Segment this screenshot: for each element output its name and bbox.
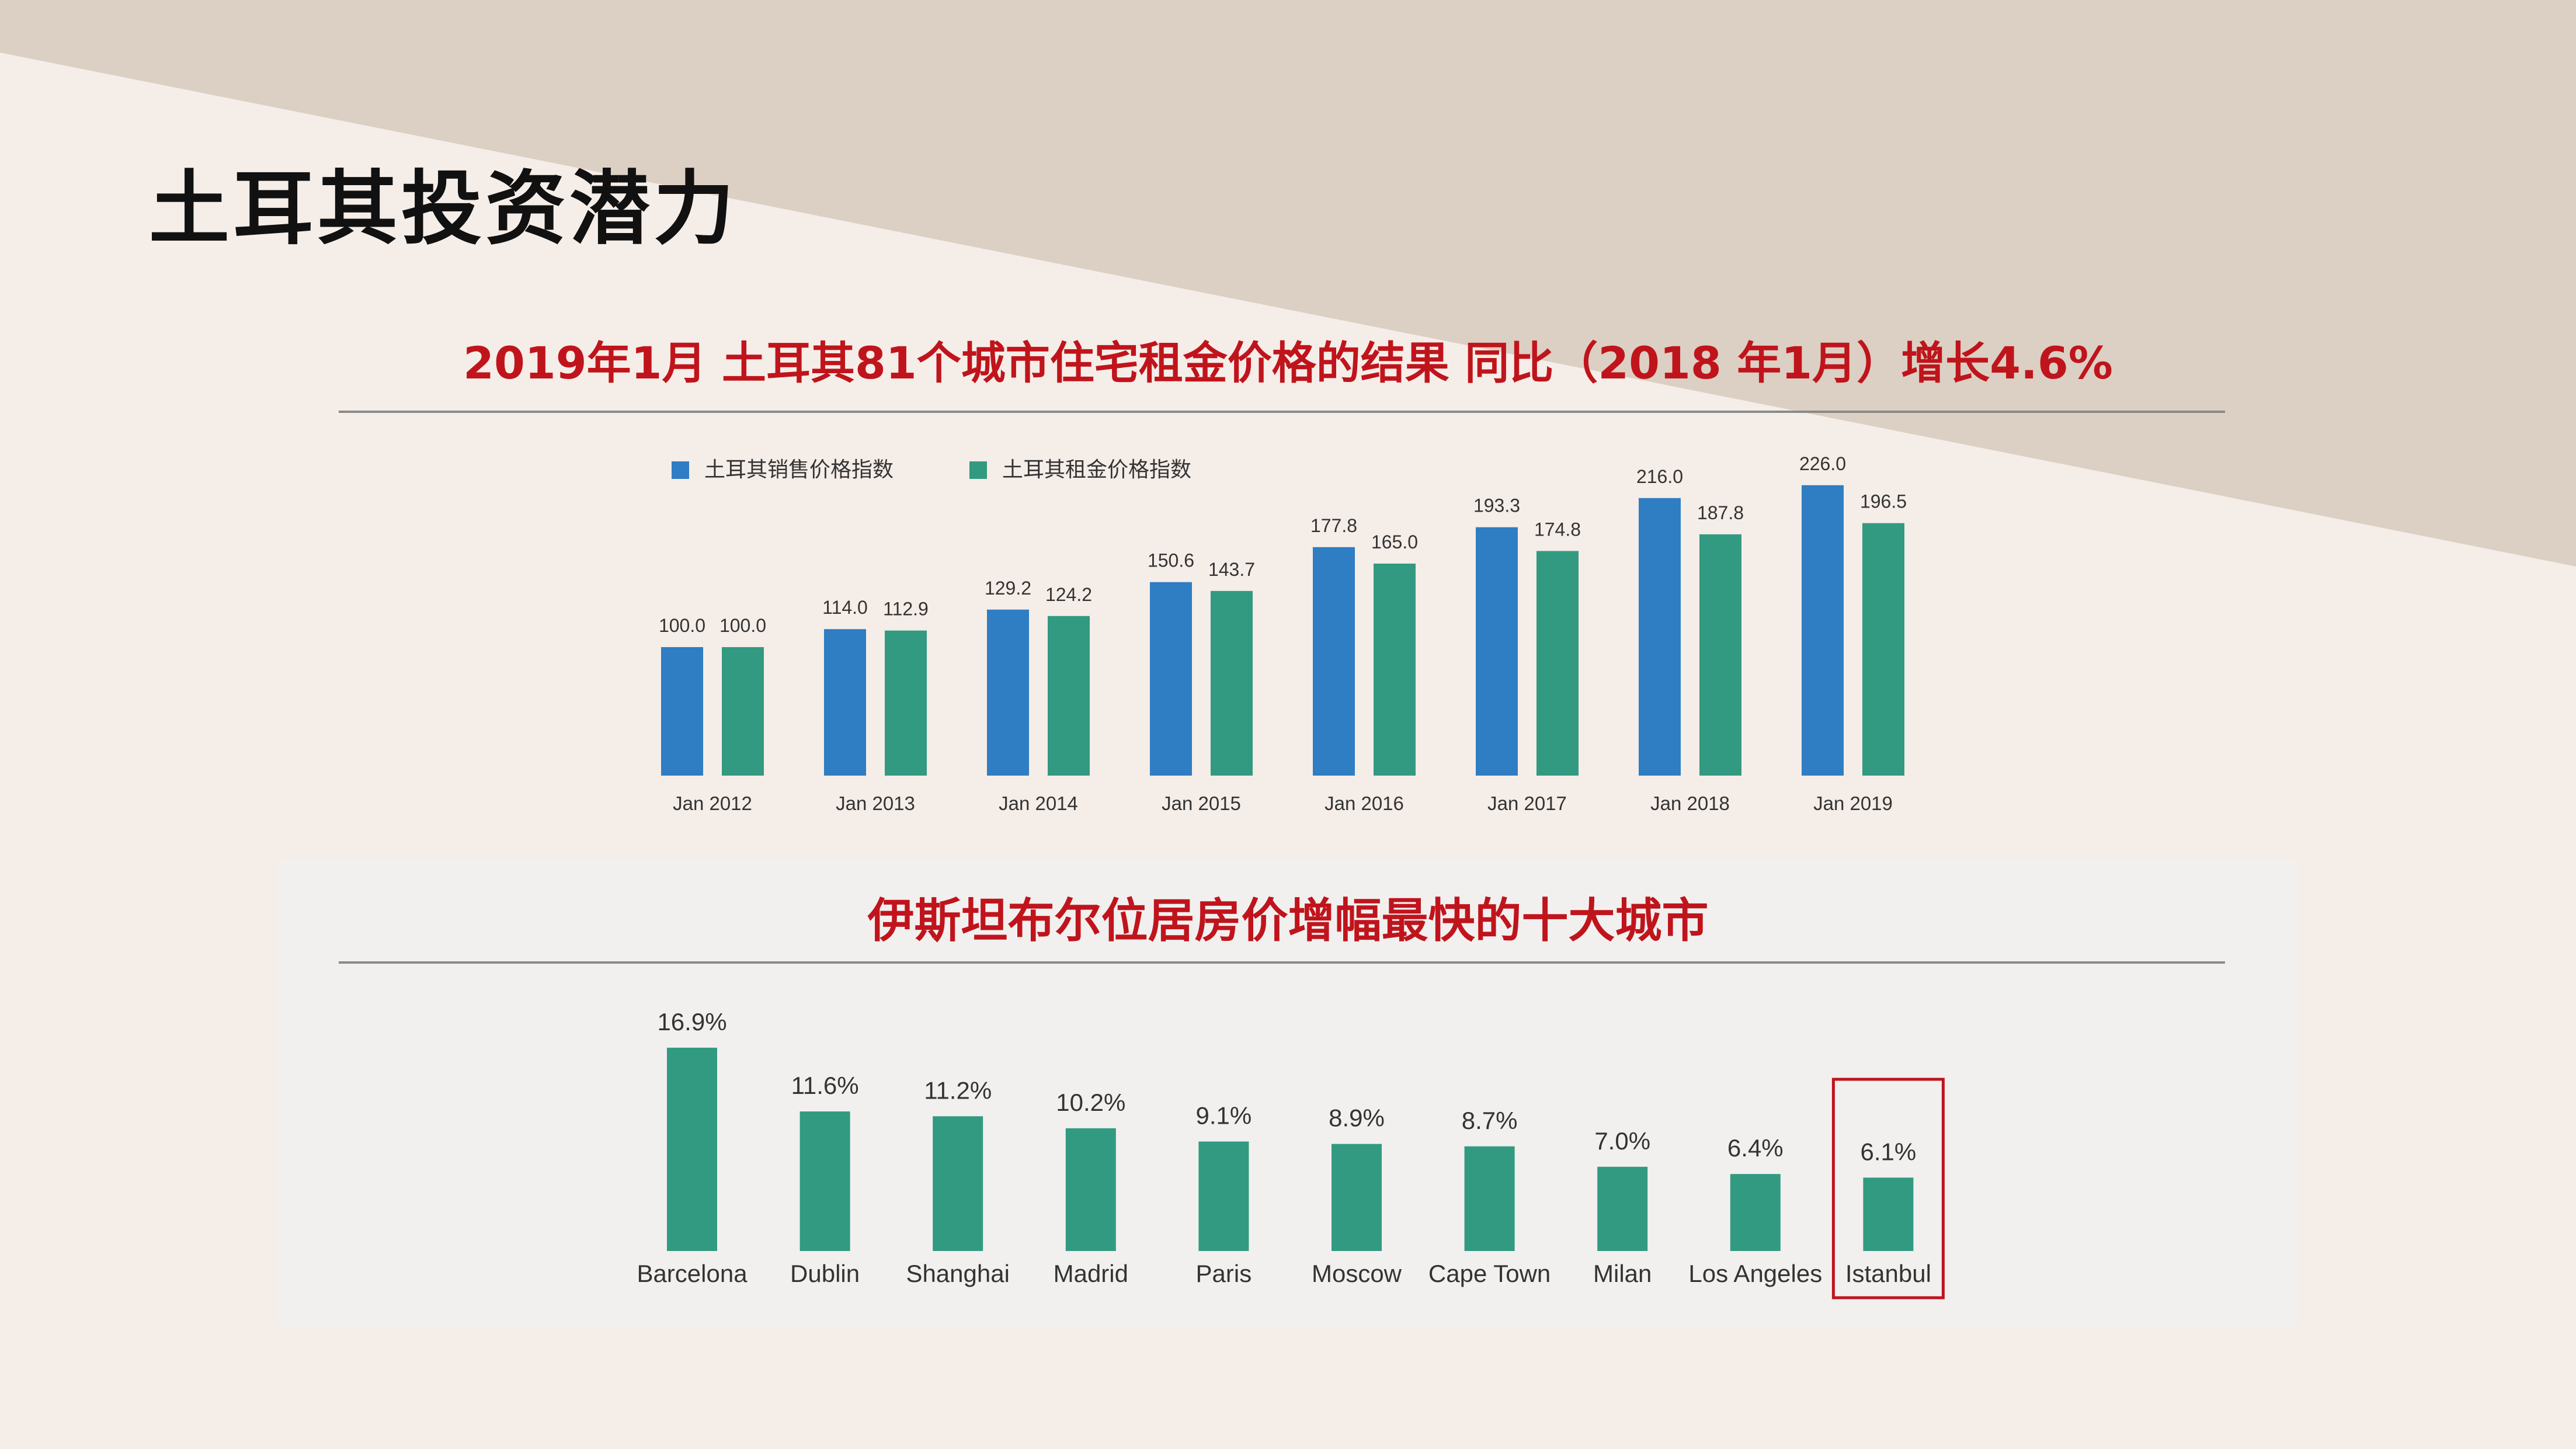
x-tick-label-8: Jan 2019 — [1813, 793, 1893, 814]
bar-sales-5 — [1313, 547, 1355, 776]
chart2-title: 伊斯坦布尔位居房价增幅最快的十大城市 — [867, 894, 1709, 948]
city-label-7: Cape Town — [1428, 1260, 1551, 1287]
city-value-label-4: 10.2% — [1056, 1089, 1125, 1116]
city-value-label-7: 8.7% — [1462, 1107, 1518, 1134]
city-value-label-10: 6.1% — [1861, 1138, 1917, 1165]
legend-label-1: 土耳其销售价格指数 — [704, 457, 894, 481]
value-label-sales-3: 129.2 — [985, 578, 1031, 599]
x-tick-label-7: Jan 2018 — [1650, 793, 1730, 814]
bar-city-9 — [1730, 1174, 1781, 1251]
city-label-9: Los Angeles — [1688, 1260, 1822, 1287]
city-value-label-5: 9.1% — [1196, 1102, 1252, 1130]
value-label-rent-7: 187.8 — [1697, 502, 1744, 523]
bar-sales-2 — [824, 629, 866, 776]
value-label-sales-8: 226.0 — [1799, 453, 1846, 474]
legend-label-2: 土耳其租金价格指数 — [1002, 457, 1191, 481]
bar-city-6 — [1332, 1144, 1382, 1251]
background-band — [0, 0, 2576, 567]
chart1-title: 2019年1月 土耳其81个城市住宅租金价格的结果 同比（2018 年1月）增长… — [463, 337, 2113, 389]
city-value-label-8: 7.0% — [1594, 1127, 1650, 1155]
bar-rent-4 — [1211, 590, 1253, 776]
bar-city-10 — [1863, 1177, 1914, 1251]
bar-rent-2 — [885, 630, 927, 776]
bar-sales-4 — [1150, 582, 1192, 776]
city-value-label-9: 6.4% — [1727, 1134, 1784, 1162]
chart2-divider — [339, 961, 2225, 964]
value-label-sales-6: 193.3 — [1473, 495, 1520, 516]
bar-sales-3 — [987, 609, 1029, 776]
value-label-rent-5: 165.0 — [1371, 531, 1418, 553]
x-tick-label-3: Jan 2014 — [999, 793, 1078, 814]
bar-city-5 — [1198, 1141, 1249, 1251]
city-label-1: Barcelona — [637, 1260, 748, 1287]
bar-rent-8 — [1862, 523, 1904, 776]
price-index-chart: 土耳其销售价格指数 土耳其租金价格指数 100.0 100.0 Jan 2012 114.… — [659, 453, 1907, 814]
page-title: 土耳其投资潜力 — [149, 162, 738, 256]
x-tick-label-6: Jan 2017 — [1487, 793, 1567, 814]
city-growth-chart: 16.9% Barcelona 11.6% Dublin 11.2% Shanghai 10… — [637, 1008, 1945, 1299]
city-ranking-panel — [277, 860, 2298, 1326]
city-label-4: Madrid — [1054, 1260, 1128, 1287]
city-value-label-6: 8.9% — [1329, 1104, 1385, 1132]
bar-rent-3 — [1048, 616, 1090, 776]
value-label-sales-5: 177.8 — [1310, 515, 1357, 536]
bar-rent-7 — [1699, 534, 1741, 776]
value-label-rent-1: 100.0 — [719, 615, 766, 636]
value-label-sales-1: 100.0 — [659, 615, 705, 636]
legend-swatch-2 — [969, 461, 987, 479]
city-label-3: Shanghai — [906, 1260, 1010, 1287]
bar-city-3 — [933, 1116, 983, 1251]
x-tick-label-1: Jan 2012 — [673, 793, 752, 814]
bar-rent-1 — [722, 647, 764, 776]
value-label-rent-4: 143.7 — [1208, 559, 1255, 580]
value-label-sales-2: 114.0 — [822, 597, 868, 618]
bar-city-8 — [1597, 1166, 1648, 1251]
legend-swatch-1 — [672, 461, 689, 479]
x-tick-label-5: Jan 2016 — [1324, 793, 1404, 814]
city-label-2: Dublin — [790, 1260, 860, 1287]
value-label-rent-6: 174.8 — [1534, 519, 1581, 540]
bar-sales-7 — [1639, 498, 1681, 776]
bar-sales-1 — [661, 647, 703, 776]
bar-city-4 — [1065, 1128, 1116, 1251]
city-label-10: Istanbul — [1845, 1260, 1931, 1287]
city-label-6: Moscow — [1312, 1260, 1402, 1287]
bar-rent-5 — [1374, 564, 1416, 776]
value-label-sales-7: 216.0 — [1636, 466, 1683, 487]
x-tick-label-4: Jan 2015 — [1162, 793, 1241, 814]
city-value-label-2: 11.6% — [791, 1072, 859, 1099]
x-tick-label-2: Jan 2013 — [836, 793, 915, 814]
city-label-5: Paris — [1196, 1260, 1252, 1287]
bar-sales-6 — [1476, 527, 1518, 776]
city-value-label-1: 16.9% — [657, 1008, 726, 1036]
value-label-rent-2: 112.9 — [883, 599, 929, 620]
highlight-box — [1831, 1078, 1945, 1299]
bar-sales-8 — [1802, 485, 1844, 776]
value-label-rent-8: 196.5 — [1860, 491, 1907, 512]
city-label-8: Milan — [1593, 1260, 1652, 1287]
chart1-divider — [339, 411, 2225, 413]
bar-city-7 — [1464, 1146, 1515, 1251]
city-value-label-3: 11.2% — [924, 1076, 992, 1104]
bar-city-2 — [799, 1111, 850, 1251]
value-label-sales-4: 150.6 — [1148, 550, 1194, 571]
bar-city-1 — [667, 1047, 717, 1251]
value-label-rent-3: 124.2 — [1045, 584, 1092, 605]
bar-rent-6 — [1536, 551, 1579, 776]
